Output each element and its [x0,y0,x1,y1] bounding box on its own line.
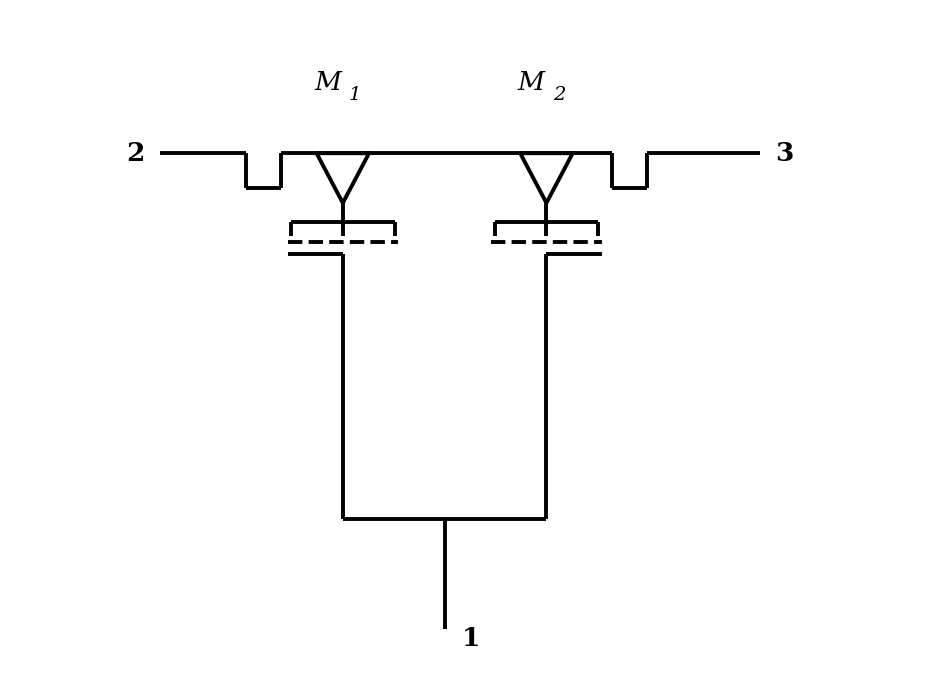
Text: M: M [518,69,545,94]
Text: 1: 1 [349,85,361,103]
Text: 2: 2 [552,85,565,103]
Text: 2: 2 [126,141,145,166]
Text: M: M [314,69,342,94]
Text: 3: 3 [775,141,794,166]
Text: 1: 1 [462,626,480,651]
